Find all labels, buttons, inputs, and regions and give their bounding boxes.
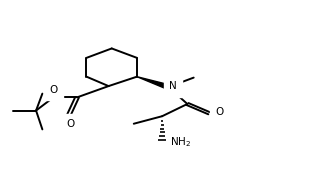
- Text: O: O: [216, 108, 224, 117]
- Text: NH$_2$: NH$_2$: [170, 135, 191, 149]
- Text: O: O: [49, 85, 58, 95]
- Polygon shape: [137, 77, 170, 89]
- Text: O: O: [66, 119, 75, 129]
- Text: N: N: [169, 81, 177, 91]
